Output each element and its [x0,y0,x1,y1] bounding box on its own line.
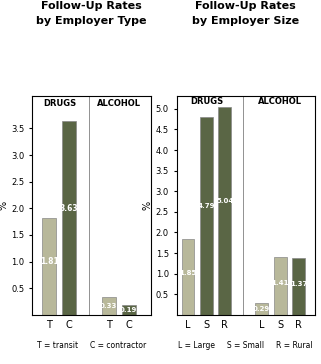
Bar [200,118,213,315]
Text: by Employer Size: by Employer Size [192,16,299,25]
Text: 1.37: 1.37 [290,281,307,287]
Text: T = transit     C = contractor: T = transit C = contractor [37,341,146,349]
Text: 1.41: 1.41 [271,280,289,286]
Bar [218,107,231,315]
Bar [42,218,56,315]
Bar [292,258,305,315]
Text: Follow-Up Rates: Follow-Up Rates [41,1,142,11]
Bar [255,303,268,315]
Bar [62,122,76,315]
Bar [182,239,195,315]
Text: 0.33: 0.33 [100,303,117,309]
Text: Follow-Up Rates: Follow-Up Rates [195,1,296,11]
Text: 4.79: 4.79 [198,203,215,209]
Bar [122,305,135,315]
Text: 1.85: 1.85 [179,270,197,276]
Text: ALCOHOL: ALCOHOL [97,99,141,108]
Text: DRUGS: DRUGS [190,97,223,106]
Text: 0.29: 0.29 [253,306,270,312]
Text: DRUGS: DRUGS [43,99,76,108]
Text: by Employer Type: by Employer Type [36,16,147,25]
Text: L = Large     S = Small     R = Rural: L = Large S = Small R = Rural [178,341,313,349]
Bar [273,257,287,315]
Bar [102,297,116,315]
Y-axis label: %: % [143,201,153,210]
Text: ALCOHOL: ALCOHOL [258,97,302,106]
Text: 0.19: 0.19 [120,307,137,313]
Text: 1.81: 1.81 [40,257,59,266]
Y-axis label: %: % [0,201,8,210]
Text: 3.63: 3.63 [60,204,79,213]
Text: 5.04: 5.04 [216,198,234,203]
